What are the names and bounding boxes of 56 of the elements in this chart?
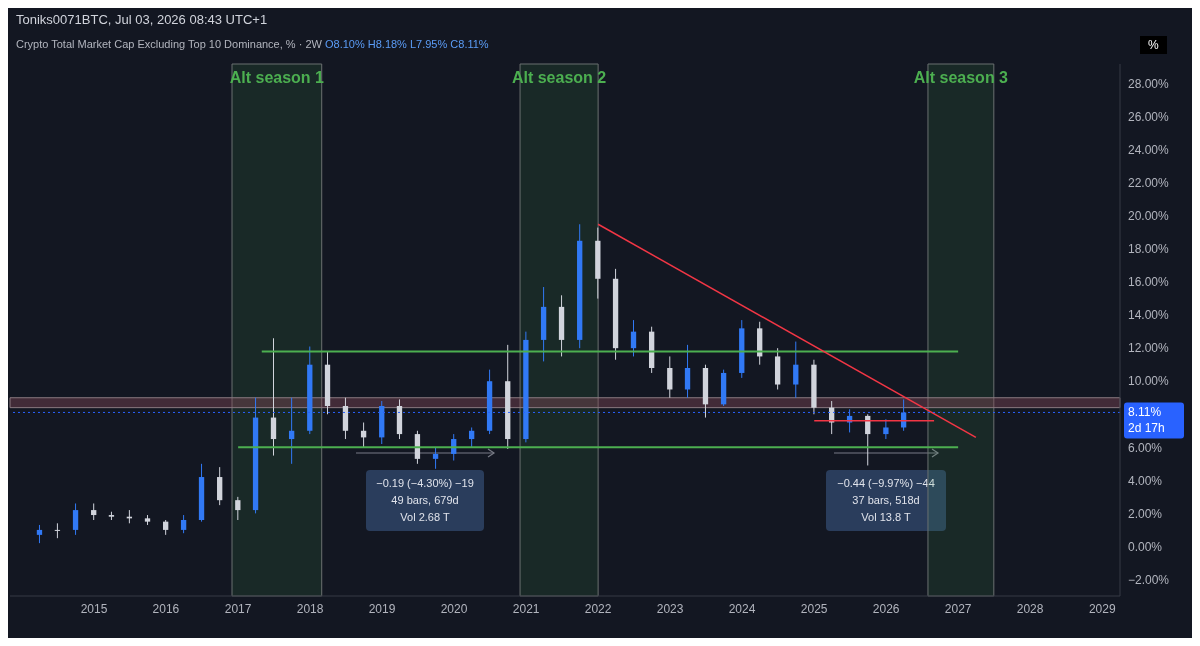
- candlestick: [217, 466, 223, 506]
- x-tick-label: 2024: [728, 601, 756, 616]
- candlestick: [54, 522, 61, 539]
- ref-line-label: 8.11%: [1128, 405, 1162, 420]
- text: O8.10% H8.18% L7.95% C8.11%: [324, 38, 489, 50]
- x-tick-label: 2016: [152, 601, 180, 616]
- x-tick-label: 2029: [1088, 601, 1116, 616]
- y-tick-label: 26.00%: [1128, 110, 1170, 125]
- candlestick: [432, 446, 439, 470]
- x-tick-label: 2015: [80, 601, 108, 616]
- y-tick-label: 20.00%: [1128, 209, 1170, 224]
- x-tick-label: 2025: [800, 601, 828, 616]
- y-tick-label: 0.00%: [1128, 539, 1163, 554]
- candlestick: [180, 514, 187, 534]
- y-tick-label: 14.00%: [1128, 308, 1170, 323]
- candlestick: [667, 355, 673, 399]
- y-tick-label: 18.00%: [1128, 242, 1170, 257]
- x-tick-label: 2026: [872, 601, 900, 616]
- y-tick-label: 16.00%: [1128, 275, 1170, 290]
- y-axis-title: %: [1140, 36, 1167, 54]
- candlestick: [36, 524, 43, 544]
- x-tick-label: 2019: [368, 601, 396, 616]
- chart-title: Crypto Total Market Cap Excluding Top 10 Dominance, % · 2W: [16, 38, 322, 50]
- candlestick: [630, 319, 637, 357]
- annotation: −0.44 (−9.97%) −44 37 bars, 518d Vol 13.8 T: [826, 470, 946, 531]
- candlestick: [235, 496, 241, 521]
- y-tick-label: 12.00%: [1128, 341, 1170, 356]
- x-tick-label: 2022: [584, 601, 612, 616]
- y-tick-label: −2.00%: [1128, 572, 1170, 587]
- candlestick: [793, 341, 799, 399]
- band-label: Alt season 1: [229, 69, 325, 87]
- x-tick-label: 2020: [440, 601, 468, 616]
- candlestick: [468, 426, 475, 448]
- candlestick: [883, 418, 889, 440]
- candlestick: [72, 502, 79, 536]
- candlestick: [288, 397, 295, 465]
- x-tick-label: 2027: [944, 601, 972, 616]
- x-tick-label: 2028: [1016, 601, 1044, 616]
- y-tick-label: 2.00%: [1128, 506, 1163, 521]
- chart-subtitle: Toniks0071BTC, Jul 03, 2026 08:43 UTC+1: [16, 12, 268, 27]
- y-tick-label: 10.00%: [1128, 374, 1170, 389]
- x-tick-label: 2021: [512, 601, 540, 616]
- y-tick-label: 24.00%: [1128, 143, 1170, 158]
- y-tick-label: 28.00%: [1128, 77, 1170, 92]
- band-label: Alt season 2: [511, 69, 607, 87]
- candlestick: [270, 337, 277, 457]
- annotation: −0.19 (−4.30%) −19 49 bars, 679d Vol 2.68 T: [366, 470, 484, 531]
- band-label: Alt season 3: [913, 69, 1009, 87]
- x-tick-label: 2018: [296, 601, 324, 616]
- x-tick-label: 2017: [224, 601, 252, 616]
- y-tick-label: 22.00%: [1128, 176, 1170, 191]
- y-tick-label: 6.00%: [1128, 440, 1163, 455]
- x-tick-label: 2023: [656, 601, 684, 616]
- y-tick-label: 4.00%: [1128, 473, 1163, 488]
- candlestick: [684, 344, 691, 399]
- text: 2d 17h: [1128, 421, 1165, 436]
